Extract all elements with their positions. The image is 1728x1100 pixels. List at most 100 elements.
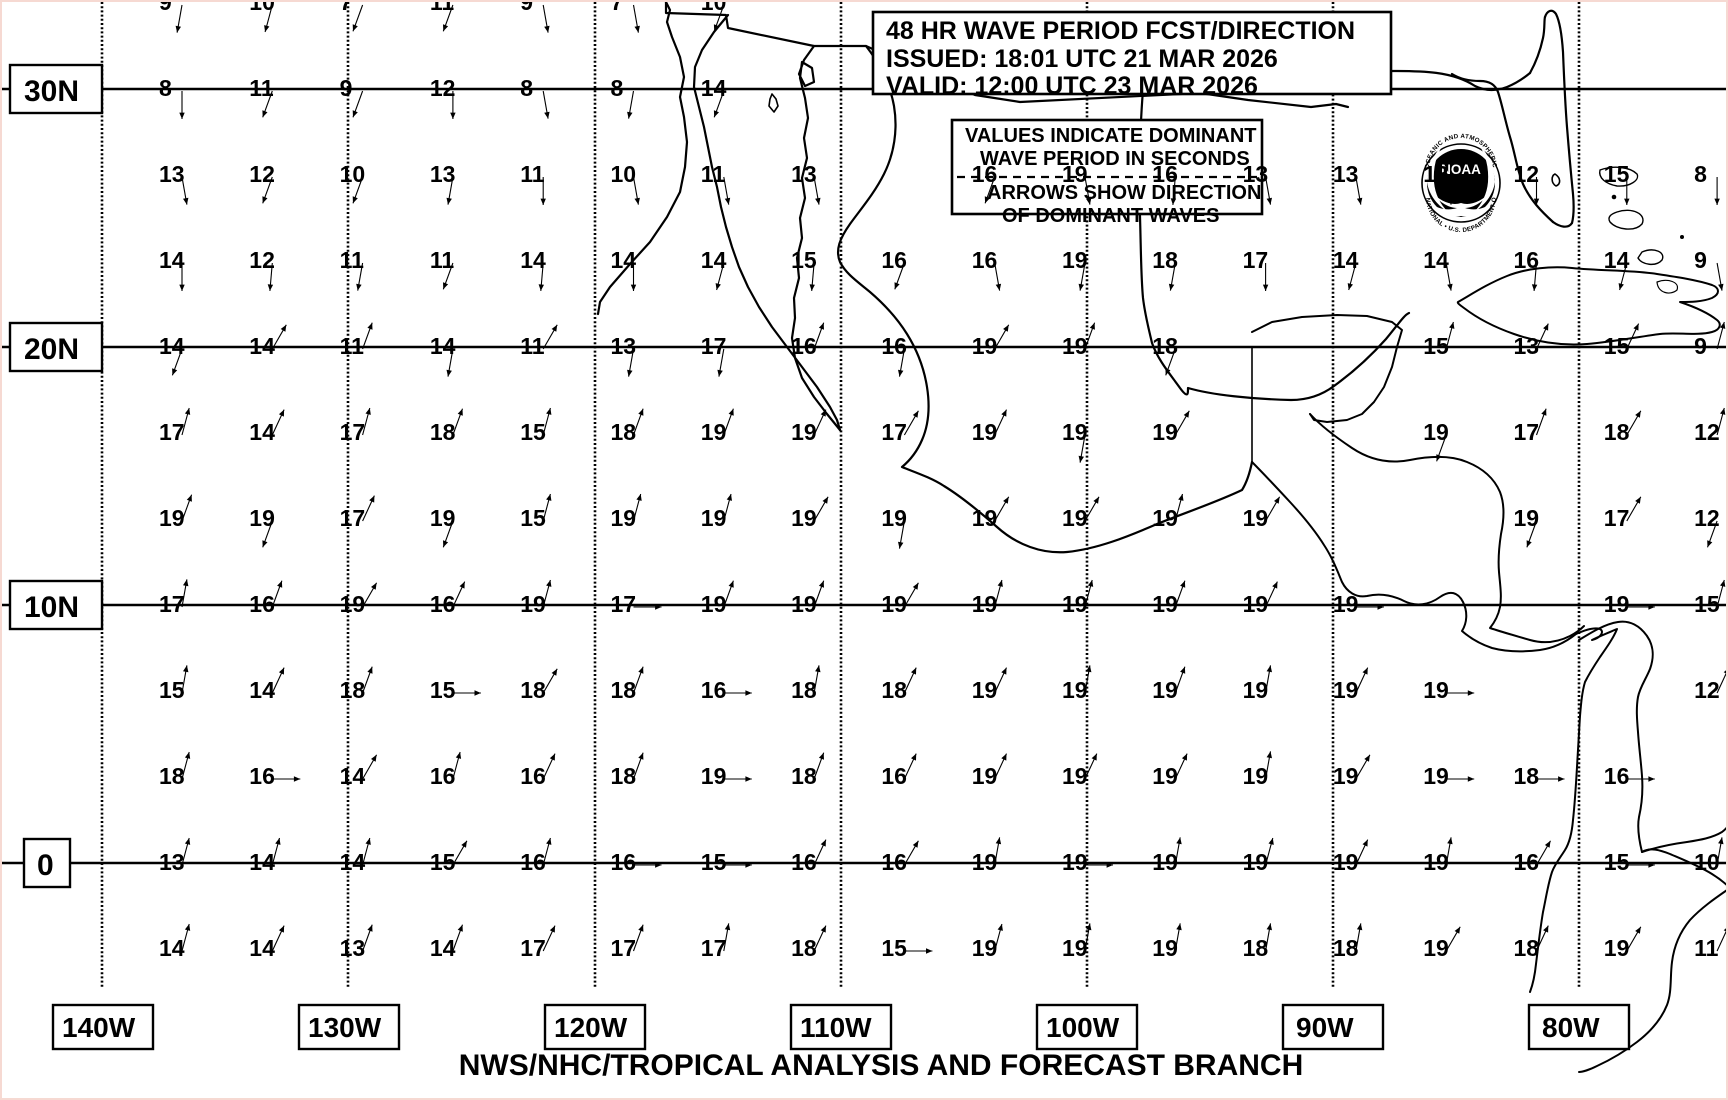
svg-text:30N: 30N [24, 75, 79, 108]
svg-text:7: 7 [611, 2, 624, 15]
svg-text:80W: 80W [1542, 1012, 1600, 1043]
svg-text:12: 12 [1694, 505, 1720, 531]
svg-text:48 HR WAVE PERIOD FCST/DIRECTI: 48 HR WAVE PERIOD FCST/DIRECTION [886, 17, 1355, 45]
svg-text:19: 19 [1062, 591, 1088, 617]
svg-text:16: 16 [430, 591, 456, 617]
svg-text:16: 16 [972, 161, 998, 187]
svg-text:15: 15 [881, 935, 907, 961]
svg-text:16: 16 [972, 247, 998, 273]
svg-text:14: 14 [1423, 247, 1449, 273]
svg-text:11: 11 [340, 333, 365, 359]
svg-text:13: 13 [1423, 161, 1449, 187]
svg-text:19: 19 [1423, 935, 1449, 961]
svg-text:10: 10 [611, 161, 637, 187]
svg-text:17: 17 [611, 935, 637, 961]
svg-text:11: 11 [520, 161, 545, 187]
svg-text:19: 19 [1062, 935, 1088, 961]
svg-text:19: 19 [1152, 849, 1178, 875]
svg-text:16: 16 [1152, 161, 1178, 187]
svg-text:19: 19 [1152, 591, 1178, 617]
svg-text:19: 19 [1243, 505, 1269, 531]
svg-text:18: 18 [1152, 333, 1178, 359]
svg-text:14: 14 [159, 247, 185, 273]
svg-text:19: 19 [972, 419, 998, 445]
svg-text:VALUES INDICATE DOMINANT: VALUES INDICATE DOMINANT [965, 125, 1256, 147]
svg-text:19: 19 [1152, 419, 1178, 445]
svg-text:16: 16 [1604, 763, 1630, 789]
svg-text:19: 19 [159, 505, 185, 531]
svg-text:18: 18 [791, 763, 817, 789]
svg-text:19: 19 [1514, 505, 1540, 531]
svg-text:15: 15 [791, 247, 817, 273]
svg-text:18: 18 [340, 677, 366, 703]
svg-text:14: 14 [430, 935, 456, 961]
svg-text:19: 19 [1333, 763, 1359, 789]
svg-text:18: 18 [1514, 935, 1540, 961]
svg-text:17: 17 [340, 505, 366, 531]
svg-text:19: 19 [1423, 849, 1449, 875]
svg-text:12: 12 [1694, 419, 1720, 445]
svg-text:19: 19 [701, 505, 727, 531]
svg-text:100W: 100W [1046, 1012, 1120, 1043]
svg-text:17: 17 [1514, 419, 1540, 445]
svg-text:16: 16 [611, 849, 637, 875]
svg-text:19: 19 [701, 419, 727, 445]
svg-text:18: 18 [881, 677, 907, 703]
svg-text:7: 7 [340, 2, 353, 15]
svg-text:14: 14 [340, 849, 366, 875]
svg-text:17: 17 [1604, 505, 1630, 531]
svg-text:14: 14 [340, 763, 366, 789]
svg-text:16: 16 [701, 677, 727, 703]
svg-text:16: 16 [1514, 247, 1540, 273]
svg-text:16: 16 [249, 591, 275, 617]
svg-text:15: 15 [520, 505, 546, 531]
svg-text:13: 13 [791, 161, 817, 187]
svg-text:14: 14 [249, 333, 275, 359]
svg-text:19: 19 [1333, 591, 1359, 617]
svg-text:16: 16 [881, 247, 907, 273]
svg-text:140W: 140W [62, 1012, 136, 1043]
svg-text:15: 15 [520, 419, 546, 445]
svg-text:18: 18 [611, 677, 637, 703]
svg-text:120W: 120W [554, 1012, 628, 1043]
svg-text:WAVE PERIOD IN SECONDS: WAVE PERIOD IN SECONDS [980, 148, 1250, 170]
svg-text:14: 14 [520, 247, 546, 273]
svg-text:19: 19 [972, 591, 998, 617]
svg-text:15: 15 [1694, 591, 1720, 617]
svg-text:11: 11 [340, 247, 365, 273]
svg-text:16: 16 [791, 849, 817, 875]
svg-text:10N: 10N [24, 591, 79, 624]
svg-text:19: 19 [1062, 161, 1088, 187]
svg-text:19: 19 [972, 677, 998, 703]
svg-text:19: 19 [1152, 505, 1178, 531]
svg-text:9: 9 [1694, 333, 1707, 359]
svg-text:16: 16 [249, 763, 275, 789]
svg-text:17: 17 [701, 935, 727, 961]
svg-text:15: 15 [430, 849, 456, 875]
svg-text:110W: 110W [800, 1012, 872, 1043]
svg-text:15: 15 [1604, 849, 1630, 875]
svg-text:19: 19 [1062, 333, 1088, 359]
svg-text:15: 15 [159, 677, 185, 703]
svg-text:18: 18 [430, 419, 456, 445]
svg-text:9: 9 [340, 75, 353, 101]
svg-text:14: 14 [611, 247, 637, 273]
svg-text:19: 19 [1604, 935, 1630, 961]
svg-text:20N: 20N [24, 333, 79, 366]
svg-text:19: 19 [701, 591, 727, 617]
svg-text:18: 18 [159, 763, 185, 789]
svg-text:16: 16 [1514, 849, 1540, 875]
svg-text:10: 10 [1694, 849, 1720, 875]
svg-text:19: 19 [1152, 935, 1178, 961]
svg-text:9: 9 [520, 2, 533, 15]
svg-text:13: 13 [1514, 333, 1540, 359]
svg-text:16: 16 [520, 849, 546, 875]
svg-text:19: 19 [791, 505, 817, 531]
svg-text:13: 13 [340, 935, 366, 961]
svg-text:11: 11 [430, 2, 455, 15]
svg-text:14: 14 [159, 333, 185, 359]
svg-text:130W: 130W [308, 1012, 382, 1043]
svg-text:16: 16 [520, 763, 546, 789]
svg-text:13: 13 [1333, 161, 1359, 187]
svg-text:OF DOMINANT WAVES: OF DOMINANT WAVES [1002, 205, 1219, 227]
